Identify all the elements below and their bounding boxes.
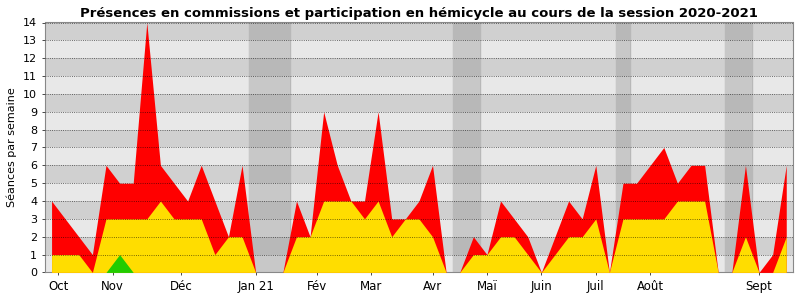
Bar	[249, 148, 290, 165]
Bar	[453, 94, 480, 112]
Bar	[45, 165, 793, 183]
Bar	[725, 22, 752, 40]
Bar	[249, 237, 290, 255]
Bar	[453, 183, 480, 201]
Bar	[249, 58, 290, 76]
Bar	[725, 219, 752, 237]
Bar	[45, 94, 793, 112]
Bar	[616, 183, 630, 201]
Bar	[453, 22, 480, 40]
Bar	[453, 219, 480, 237]
Bar	[616, 58, 630, 76]
Bar	[453, 165, 480, 183]
Bar	[725, 165, 752, 183]
Bar	[249, 255, 290, 272]
Bar	[616, 237, 630, 255]
Bar	[725, 76, 752, 94]
Bar	[453, 112, 480, 130]
Bar	[249, 201, 290, 219]
Bar	[45, 255, 793, 272]
Bar	[453, 58, 480, 76]
Bar	[453, 201, 480, 219]
Bar	[453, 40, 480, 58]
Bar	[45, 58, 793, 76]
Bar	[45, 76, 793, 94]
Bar	[249, 22, 290, 40]
Bar	[725, 112, 752, 130]
Bar	[45, 22, 793, 40]
Bar	[725, 40, 752, 58]
Y-axis label: Séances par semaine: Séances par semaine	[7, 88, 18, 207]
Bar	[725, 201, 752, 219]
Bar	[45, 201, 793, 219]
Bar	[616, 40, 630, 58]
Bar	[45, 130, 793, 148]
Bar	[616, 148, 630, 165]
Bar	[725, 255, 752, 272]
Bar	[453, 76, 480, 94]
Bar	[725, 94, 752, 112]
Bar	[249, 76, 290, 94]
Bar	[725, 148, 752, 165]
Bar	[45, 112, 793, 130]
Bar	[249, 130, 290, 148]
Bar	[725, 22, 752, 272]
Bar	[616, 76, 630, 94]
Title: Présences en commissions et participation en hémicycle au cours de la session 20: Présences en commissions et participatio…	[80, 7, 758, 20]
Bar	[249, 112, 290, 130]
Bar	[453, 255, 480, 272]
Bar	[249, 94, 290, 112]
Bar	[45, 219, 793, 237]
Bar	[725, 237, 752, 255]
Bar	[616, 219, 630, 237]
Bar	[453, 148, 480, 165]
Bar	[616, 112, 630, 130]
Bar	[616, 22, 630, 272]
Bar	[725, 58, 752, 76]
Bar	[249, 165, 290, 183]
Bar	[616, 165, 630, 183]
Bar	[616, 130, 630, 148]
Bar	[249, 22, 290, 272]
Bar	[616, 201, 630, 219]
Bar	[249, 219, 290, 237]
Bar	[725, 130, 752, 148]
Bar	[725, 183, 752, 201]
Bar	[616, 22, 630, 40]
Bar	[45, 40, 793, 58]
Bar	[45, 183, 793, 201]
Bar	[453, 22, 480, 272]
Bar	[249, 183, 290, 201]
Bar	[616, 255, 630, 272]
Bar	[616, 94, 630, 112]
Bar	[45, 237, 793, 255]
Bar	[45, 148, 793, 165]
Bar	[453, 130, 480, 148]
Bar	[249, 40, 290, 58]
Bar	[453, 237, 480, 255]
